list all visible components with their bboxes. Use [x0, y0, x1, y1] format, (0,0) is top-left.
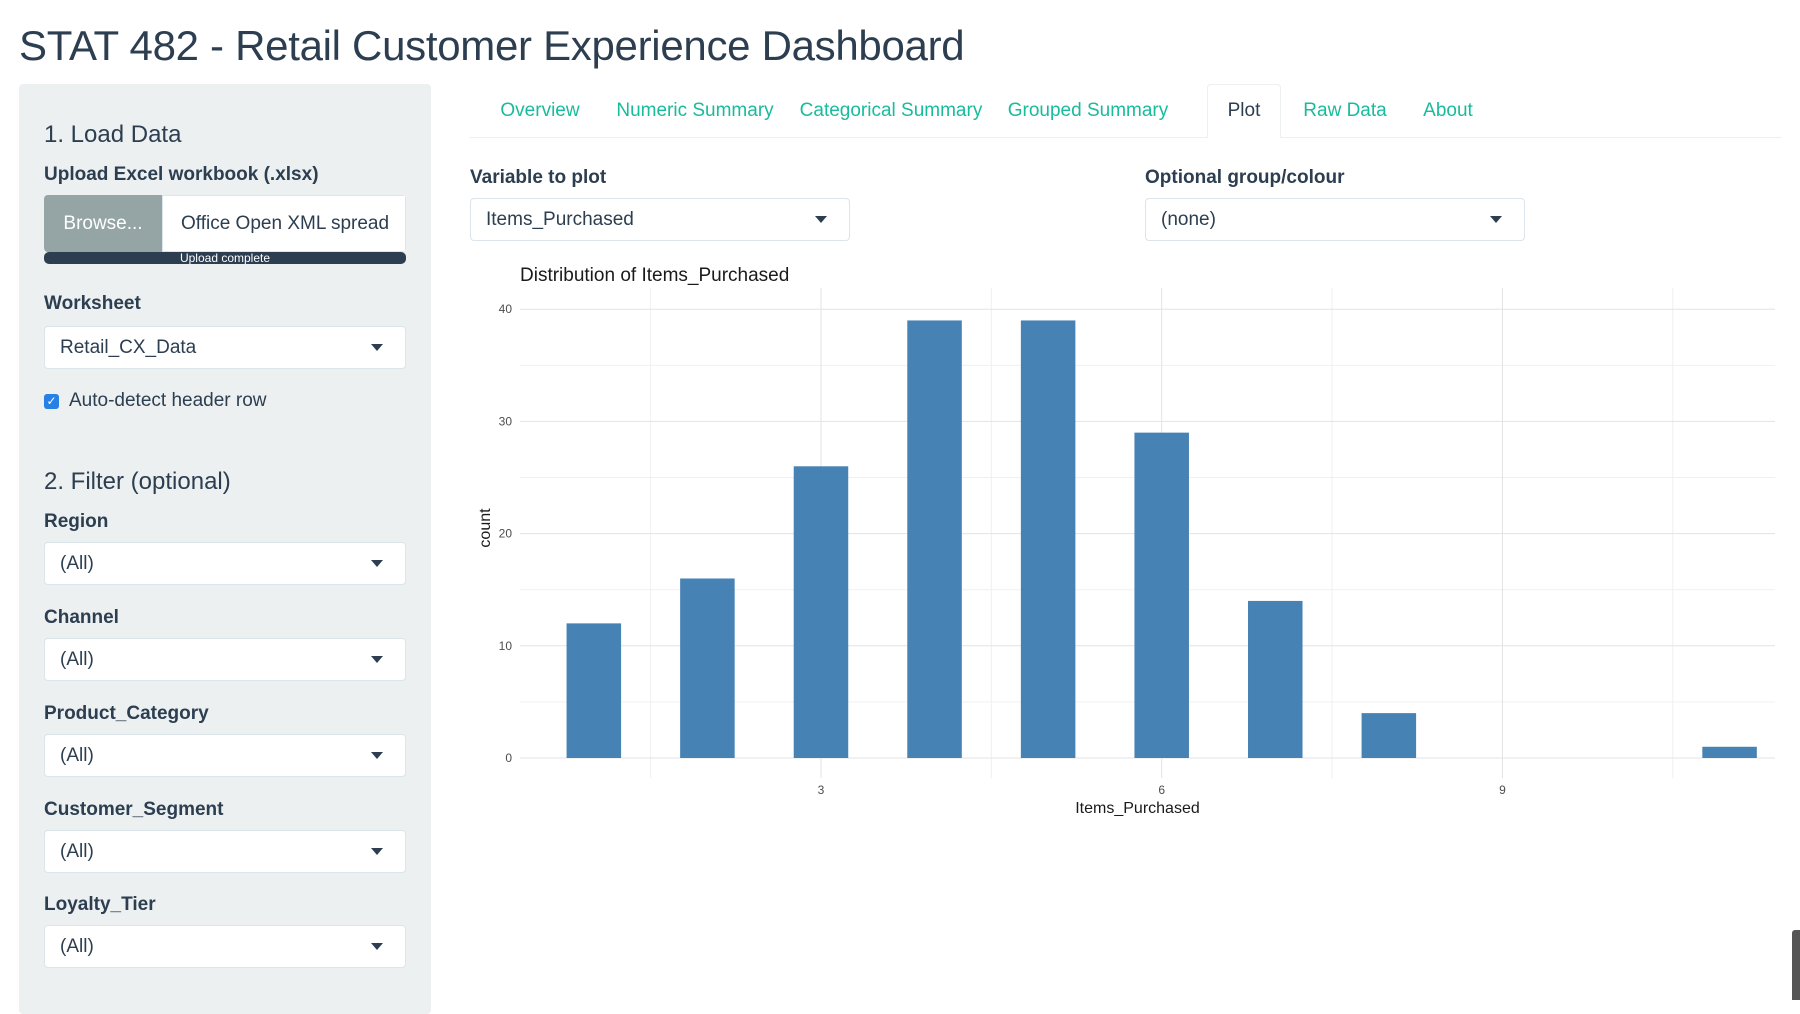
product-category-select-value: (All) — [60, 745, 94, 767]
region-select-value: (All) — [60, 553, 94, 575]
filter-label-product-category: Product_Category — [44, 703, 209, 725]
filter-label-loyalty-tier: Loyalty_Tier — [44, 894, 156, 916]
y-tick-label: 20 — [499, 527, 513, 541]
histogram-bar — [1702, 747, 1757, 758]
filter-label-region: Region — [44, 511, 108, 533]
filter-heading: 2. Filter (optional) — [44, 468, 231, 496]
file-upload-control: Browse... Office Open XML spread — [44, 195, 406, 252]
tab-overview[interactable]: Overview — [480, 84, 600, 138]
browse-button[interactable]: Browse... — [44, 195, 162, 252]
histogram-bar — [1248, 601, 1303, 758]
tab-bar: Overview Numeric Summary Categorical Sum… — [470, 84, 1782, 138]
product-category-select[interactable]: (All) — [44, 734, 406, 777]
chevron-down-icon — [371, 656, 383, 663]
worksheet-select[interactable]: Retail_CX_Data — [44, 326, 406, 369]
x-tick-label: 3 — [818, 783, 825, 797]
group-select-value: (none) — [1161, 209, 1216, 231]
chart-title: Distribution of Items_Purchased — [520, 265, 789, 286]
chevron-down-icon — [1490, 216, 1502, 223]
y-axis-label: count — [477, 508, 494, 548]
x-tick-label: 6 — [1158, 783, 1165, 797]
x-tick-label: 9 — [1499, 783, 1506, 797]
histogram-bar — [567, 623, 622, 758]
chevron-down-icon — [371, 344, 383, 351]
chevron-down-icon — [371, 943, 383, 950]
variable-label: Variable to plot — [470, 167, 606, 189]
chevron-down-icon — [371, 560, 383, 567]
chevron-down-icon — [371, 752, 383, 759]
checkbox-checked-icon[interactable]: ✓ — [44, 394, 59, 409]
histogram-svg: 0 10 20 30 40 3 6 9 Distribution of Items_Purcha… — [470, 258, 1782, 828]
group-label: Optional group/colour — [1145, 167, 1344, 189]
scrollbar-thumb[interactable] — [1792, 930, 1800, 1000]
tab-about[interactable]: About — [1408, 84, 1488, 138]
x-axis-label: Items_Purchased — [1075, 800, 1200, 817]
tab-categorical-summary[interactable]: Categorical Summary — [790, 84, 992, 138]
histogram-bar — [1362, 713, 1417, 758]
tab-raw-data[interactable]: Raw Data — [1288, 84, 1402, 138]
customer-segment-select[interactable]: (All) — [44, 830, 406, 873]
header-checkbox-label: Auto-detect header row — [69, 390, 267, 412]
histogram-bar — [680, 578, 735, 758]
variable-select[interactable]: Items_Purchased — [470, 198, 850, 241]
variable-select-value: Items_Purchased — [486, 209, 634, 231]
region-select[interactable]: (All) — [44, 542, 406, 585]
worksheet-select-value: Retail_CX_Data — [60, 337, 196, 359]
group-select[interactable]: (none) — [1145, 198, 1525, 241]
filter-label-customer-segment: Customer_Segment — [44, 799, 224, 821]
worksheet-label: Worksheet — [44, 293, 141, 315]
load-data-heading: 1. Load Data — [44, 121, 181, 149]
loyalty-tier-select[interactable]: (All) — [44, 925, 406, 968]
page-title: STAT 482 - Retail Customer Experience Da… — [19, 22, 964, 70]
tab-grouped-summary[interactable]: Grouped Summary — [998, 84, 1178, 138]
customer-segment-select-value: (All) — [60, 841, 94, 863]
histogram-bar — [1134, 433, 1189, 758]
histogram-chart: 0 10 20 30 40 3 6 9 Distribution of Items_Purcha… — [470, 258, 1782, 828]
chevron-down-icon — [815, 216, 827, 223]
file-name-field[interactable]: Office Open XML spread — [162, 195, 406, 252]
channel-select[interactable]: (All) — [44, 638, 406, 681]
sidebar-panel: 1. Load Data Upload Excel workbook (.xls… — [19, 84, 431, 1014]
header-checkbox-row[interactable]: ✓ Auto-detect header row — [44, 390, 267, 412]
histogram-bar — [794, 466, 849, 758]
loyalty-tier-select-value: (All) — [60, 936, 94, 958]
histogram-bar — [1021, 320, 1076, 758]
y-tick-label: 40 — [499, 302, 513, 316]
y-tick-label: 10 — [499, 639, 513, 653]
filter-label-channel: Channel — [44, 607, 119, 629]
tab-numeric-summary[interactable]: Numeric Summary — [606, 84, 784, 138]
upload-label: Upload Excel workbook (.xlsx) — [44, 164, 319, 186]
chevron-down-icon — [371, 848, 383, 855]
channel-select-value: (All) — [60, 649, 94, 671]
y-tick-label: 30 — [499, 414, 513, 428]
upload-progress-bar: Upload complete — [44, 252, 406, 264]
tab-plot[interactable]: Plot — [1207, 84, 1281, 138]
y-tick-label: 0 — [505, 751, 512, 765]
histogram-bar — [907, 320, 962, 758]
